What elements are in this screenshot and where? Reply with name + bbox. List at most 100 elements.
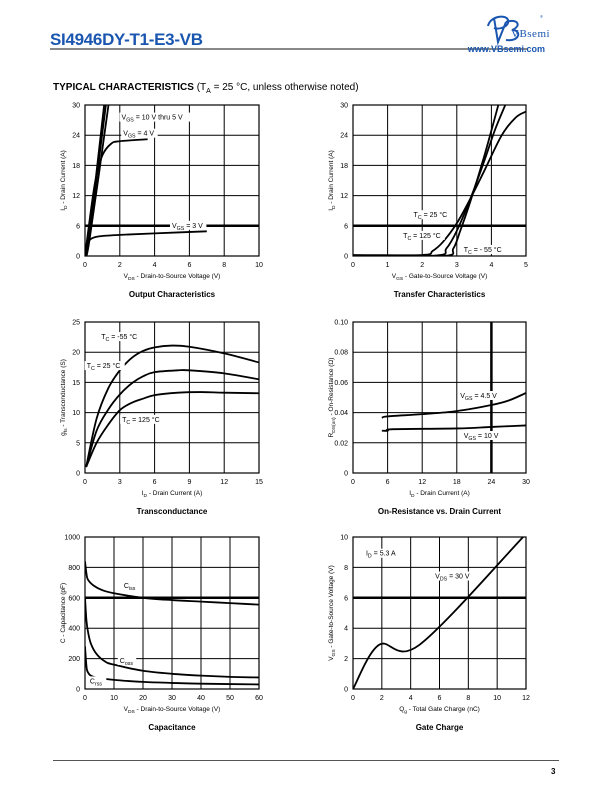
x-axis-label: Qg - Total Gate Charge (nC) (399, 706, 480, 715)
chart-title: Capacitance (148, 723, 196, 732)
annotation-bg (121, 128, 158, 138)
annotation-bg (120, 414, 164, 424)
x-axis-label: VDS - Drain-to-Source Voltage (V) (124, 706, 221, 715)
series-line (85, 369, 259, 468)
x-axis-label: VDS - Drain-to-Source Voltage (V) (124, 273, 221, 282)
x-tick-label: 12 (418, 479, 426, 486)
y-tick-label: 600 (68, 595, 80, 602)
y-tick-label: 0.10 (334, 320, 348, 327)
series-line (85, 391, 259, 468)
x-tick-label: 10 (255, 262, 263, 269)
annotation-label: TC = 125 °C (122, 416, 160, 426)
y-tick-label: 24 (72, 133, 80, 140)
chart-title: Output Characteristics (129, 290, 216, 299)
series-line (85, 138, 148, 256)
annotation-bg (458, 390, 502, 400)
x-tick-label: 12 (220, 479, 228, 486)
annotation-label: TC = 25 °C (87, 362, 121, 372)
x-tick-label: 24 (488, 479, 496, 486)
y-tick-label: 18 (340, 163, 348, 170)
chart-4: 0 6 12 18 24 30 0 0.02 0.04 0.06 0.08 0.10 VGS = 4.5… (328, 320, 530, 517)
series-line (353, 537, 524, 689)
annotation-bg (121, 580, 141, 590)
x-tick-label: 20 (139, 695, 147, 702)
annotation-label: Crss (90, 678, 102, 687)
x-tick-label: 2 (420, 262, 424, 269)
series-line (85, 646, 259, 686)
series-line (381, 392, 526, 419)
y-tick-label: 5 (76, 440, 80, 447)
annotation-bg (87, 676, 107, 686)
y-tick-label: 6 (344, 595, 348, 602)
section-heading: TYPICAL CHARACTERISTICS (TA = 25 °C, unl… (53, 82, 359, 95)
x-axis-label: ID - Drain Current (A) (142, 490, 203, 499)
x-tick-label: 10 (110, 695, 118, 702)
y-tick-label: 4 (344, 626, 348, 633)
y-tick-label: 30 (340, 103, 348, 110)
annotation-label: TC = 125 °C (403, 232, 441, 242)
y-tick-label: 20 (72, 350, 80, 357)
x-tick-label: 6 (187, 262, 191, 269)
header-rule (50, 48, 528, 50)
y-tick-label: 15 (72, 380, 80, 387)
series-line (381, 424, 526, 432)
x-tick-label: 6 (153, 479, 157, 486)
plot-frame (352, 321, 527, 474)
annotation-label: VGS = 10 V (464, 433, 499, 442)
x-tick-label: 18 (453, 479, 461, 486)
annotation-label: Coss (120, 658, 134, 667)
plot-frame (352, 536, 527, 690)
y-tick-label: 6 (76, 223, 80, 230)
x-tick-label: 9 (187, 479, 191, 486)
y-tick-label: 1000 (64, 535, 80, 542)
x-tick-label: 0 (83, 479, 87, 486)
plot-frame (84, 104, 260, 257)
y-tick-label: 30 (72, 103, 80, 110)
x-tick-label: 30 (168, 695, 176, 702)
x-tick-label: 2 (380, 695, 384, 702)
x-tick-label: 10 (493, 695, 501, 702)
annotation-bg (411, 210, 452, 220)
x-tick-label: 0 (351, 262, 355, 269)
part-number-title: SI4946DY-T1-E3-VB (50, 30, 203, 49)
y-tick-label: 6 (344, 223, 348, 230)
series-line (85, 344, 259, 468)
vbsemi-logo-icon: ® (487, 14, 543, 46)
x-tick-label: 6 (386, 479, 390, 486)
plot-frame (352, 104, 527, 257)
annotation-label: VGS = 10 V thru 5 V (122, 115, 183, 124)
y-axis-label: C - Capacitance (pF) (60, 583, 67, 643)
y-tick-label: 0.06 (334, 380, 348, 387)
annotation-label: ID = 5.3 A (366, 551, 396, 560)
plot-frame (84, 321, 260, 474)
x-tick-label: 30 (522, 479, 530, 486)
y-tick-label: 200 (68, 656, 80, 663)
annotation-bg (363, 548, 404, 558)
x-tick-label: 15 (255, 479, 263, 486)
x-tick-label: 4 (409, 695, 413, 702)
y-tick-label: 400 (68, 626, 80, 633)
x-tick-label: 0 (83, 262, 87, 269)
annotation-bg (170, 220, 207, 230)
annotation-label: TC = -55 °C (101, 333, 137, 343)
annotation-label: Ciss (124, 583, 136, 592)
x-tick-label: 40 (197, 695, 205, 702)
y-tick-label: 12 (340, 193, 348, 200)
annotation-bg (433, 571, 474, 581)
y-tick-label: 0 (344, 254, 348, 261)
x-tick-label: 60 (255, 695, 263, 702)
annotation-label: VGS = 4.5 V (460, 393, 497, 402)
x-axis-label: VGS - Gate-to-Source Voltage (V) (392, 273, 488, 282)
chart-title: Transfer Characteristics (394, 290, 486, 299)
y-axis-label: RDS(on) - On-Resistance (Ω) (328, 358, 337, 438)
section-heading-bold: TYPICAL CHARACTERISTICS (53, 82, 194, 93)
y-tick-label: 0 (76, 254, 80, 261)
series-line (85, 561, 259, 606)
logo-text: VBsemi (511, 28, 551, 40)
annotation-bg (461, 431, 502, 441)
y-tick-label: 800 (68, 565, 80, 572)
y-tick-label: 12 (72, 193, 80, 200)
website-link[interactable]: www.VBsemi.com (467, 44, 545, 54)
